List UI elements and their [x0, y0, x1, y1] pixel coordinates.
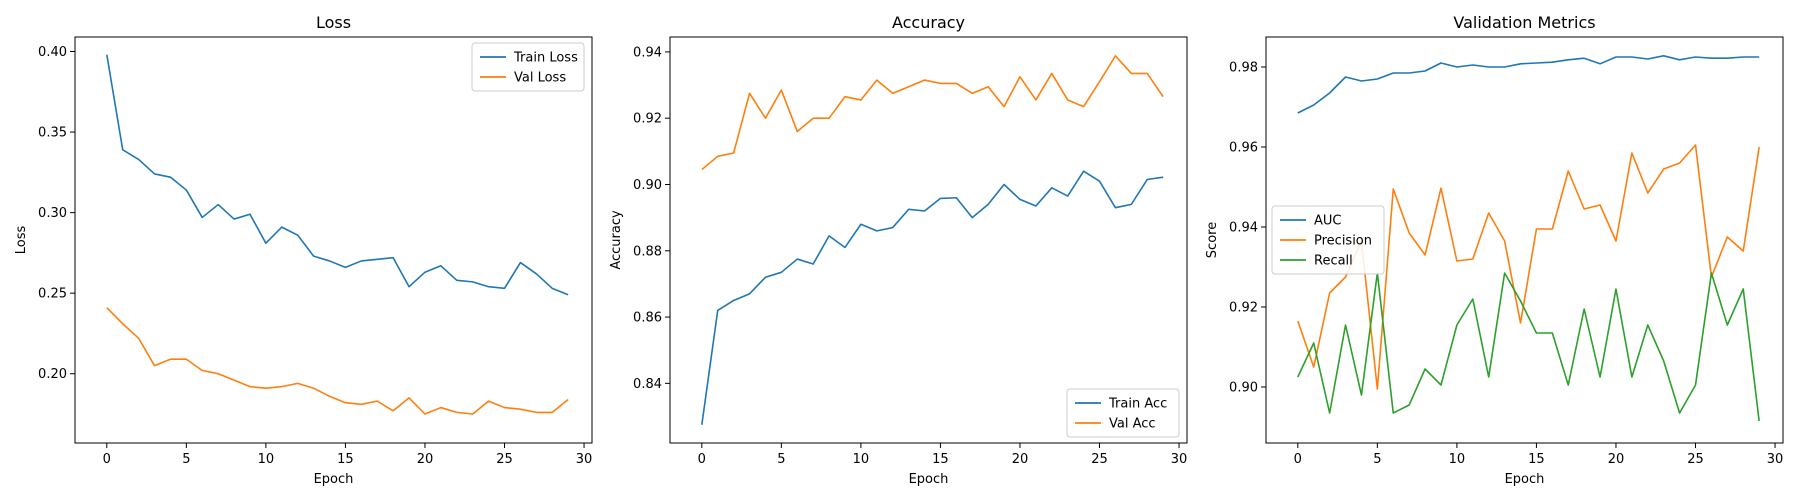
validation-metrics-panel: Validation Metrics Epoch Score 0 5 10 15 20 2…: [1205, 13, 1784, 487]
x-tick-label: 5: [1373, 452, 1381, 467]
x-tick-label: 10: [853, 452, 870, 467]
legend-label: Val Loss: [514, 71, 566, 86]
x-tick-label: 0: [103, 452, 111, 467]
legend-box: [1271, 205, 1385, 275]
x-tick-label: 30: [1171, 452, 1188, 467]
y-tick-label: 0.35: [38, 126, 67, 141]
legend-box: [1066, 388, 1180, 438]
x-tick-label: 15: [1528, 452, 1545, 467]
val-acc-line: [701, 55, 1164, 171]
precision-line: [1297, 144, 1760, 390]
y-tick-label: 0.90: [1229, 381, 1258, 396]
plot-frame: [1265, 36, 1784, 444]
x-tick-label: 5: [777, 452, 785, 467]
axis-ticks: 0 5 10 15 20 25 30 0.90 0.92 0.94 0.96 0.98: [1229, 61, 1783, 468]
y-axis-label: Score: [1205, 222, 1220, 258]
val-loss-line: [106, 307, 569, 415]
legend-label: Train Loss: [513, 51, 578, 66]
legend: Train Acc Val Acc: [1066, 388, 1180, 438]
y-tick-label: 0.25: [38, 287, 67, 302]
x-tick-label: 15: [337, 452, 354, 467]
y-tick-label: 0.94: [633, 45, 662, 60]
series-lines: [1297, 54, 1760, 422]
x-tick-label: 30: [576, 452, 593, 467]
y-tick-label: 0.40: [38, 45, 67, 60]
legend-label: Val Acc: [1109, 417, 1156, 432]
axis-ticks: 0 5 10 15 20 25 30 0.84 0.86 0.88 0.90 0.92 0.94: [633, 45, 1187, 467]
loss-panel: Loss Epoch Loss 0 5 10 15 20 25 30 0.20 0.25 0.30…: [14, 13, 593, 487]
legend-label: Recall: [1314, 254, 1353, 269]
x-tick-label: 20: [1012, 452, 1029, 467]
axis-ticks: 0 5 10 15 20 25 30 0.20 0.25 0.30 0.35 0.40: [38, 45, 592, 467]
y-tick-label: 0.98: [1229, 61, 1258, 76]
x-axis-label: Epoch: [909, 472, 949, 487]
x-tick-label: 25: [496, 452, 513, 467]
x-tick-label: 25: [1091, 452, 1108, 467]
x-tick-label: 30: [1767, 452, 1784, 467]
x-tick-label: 10: [1449, 452, 1466, 467]
train-loss-line: [106, 54, 569, 296]
y-tick-label: 0.20: [38, 367, 67, 382]
train-acc-line: [701, 170, 1164, 425]
legend: AUC Precision Recall: [1271, 205, 1385, 275]
y-tick-label: 0.96: [1229, 141, 1258, 156]
y-tick-label: 0.88: [633, 244, 662, 259]
y-tick-label: 0.92: [1229, 301, 1258, 316]
y-tick-label: 0.90: [633, 178, 662, 193]
x-tick-label: 15: [932, 452, 949, 467]
x-tick-label: 20: [1608, 452, 1625, 467]
legend-box: [471, 42, 585, 92]
legend-label: Train Acc: [1108, 397, 1167, 412]
y-axis-label: Loss: [14, 226, 29, 255]
y-tick-label: 0.84: [633, 377, 662, 392]
auc-line: [1297, 54, 1760, 114]
y-tick-label: 0.92: [633, 112, 662, 127]
chart-title: Accuracy: [892, 13, 965, 32]
legend-label: AUC: [1314, 214, 1342, 229]
y-tick-label: 0.30: [38, 206, 67, 221]
recall-line: [1297, 272, 1760, 422]
series-lines: [106, 54, 569, 415]
legend: Train Loss Val Loss: [471, 42, 585, 92]
x-axis-label: Epoch: [1505, 472, 1545, 487]
y-tick-label: 0.86: [633, 311, 662, 326]
x-tick-label: 5: [182, 452, 190, 467]
series-lines: [701, 55, 1164, 425]
y-axis-label: Accuracy: [609, 210, 624, 270]
plot-frame: [669, 36, 1188, 444]
plot-frame: [74, 36, 593, 444]
x-tick-label: 0: [698, 452, 706, 467]
y-tick-label: 0.94: [1229, 221, 1258, 236]
accuracy-panel: Accuracy Epoch Accuracy 0 5 10 15 20 25 30 0.84…: [609, 13, 1188, 487]
chart-title: Validation Metrics: [1453, 13, 1595, 32]
chart-title: Loss: [316, 13, 351, 32]
x-tick-label: 20: [417, 452, 434, 467]
x-axis-label: Epoch: [314, 472, 354, 487]
x-tick-label: 25: [1687, 452, 1704, 467]
x-tick-label: 0: [1294, 452, 1302, 467]
legend-label: Precision: [1314, 234, 1372, 249]
x-tick-label: 10: [258, 452, 275, 467]
